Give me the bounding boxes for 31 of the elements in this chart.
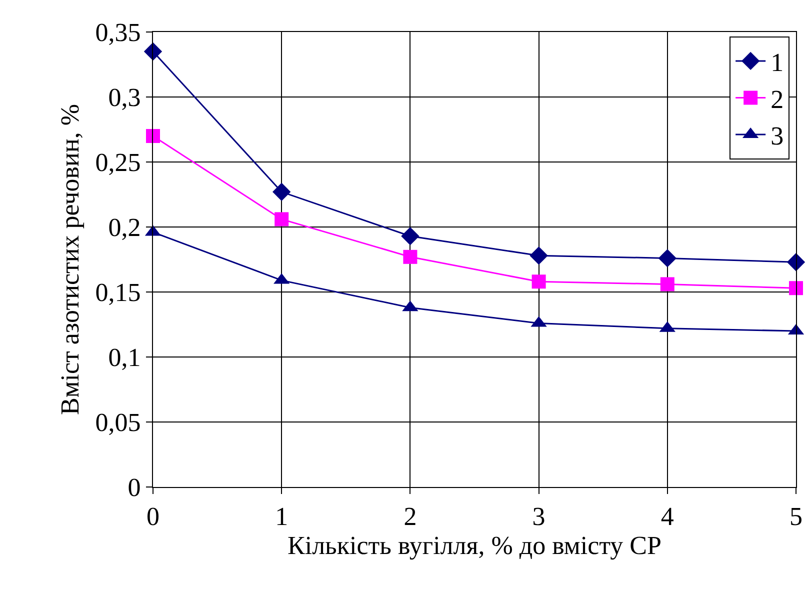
point — [274, 212, 289, 226]
x-tick-label: 5 — [790, 502, 802, 532]
point — [658, 249, 676, 268]
y-axis-title: Вміст азотистих речовин, % — [56, 104, 85, 416]
x-tick-label: 1 — [275, 502, 288, 532]
point — [532, 274, 546, 289]
point — [789, 281, 803, 296]
y-tick-label: 0,3 — [108, 83, 141, 112]
y-tick-label: 0,15 — [95, 278, 141, 308]
legend-label: 2 — [770, 84, 784, 114]
y-tick-label: 0,25 — [95, 148, 141, 178]
x-tick-label: 0 — [146, 502, 160, 532]
point — [786, 253, 806, 272]
legend-label: 1 — [770, 48, 784, 78]
point — [144, 42, 162, 61]
point — [401, 227, 420, 246]
x-tick-label: 2 — [404, 502, 417, 532]
point — [272, 182, 291, 201]
legend-label: 3 — [770, 122, 784, 151]
x-tick-label: 3 — [532, 502, 546, 532]
point — [660, 277, 674, 292]
x-tick-label: 4 — [660, 502, 674, 532]
y-tick-label: 0,1 — [108, 343, 141, 372]
point — [530, 246, 548, 265]
point — [146, 129, 160, 143]
y-tick-label: 0,2 — [108, 213, 141, 242]
point — [403, 250, 418, 264]
y-tick-label: 0,35 — [95, 18, 141, 48]
x-axis-title: Кількість вугілля, % до вмісту СР — [288, 531, 662, 560]
y-tick-label: 0 — [128, 473, 141, 502]
y-tick-label: 0,05 — [95, 408, 141, 438]
